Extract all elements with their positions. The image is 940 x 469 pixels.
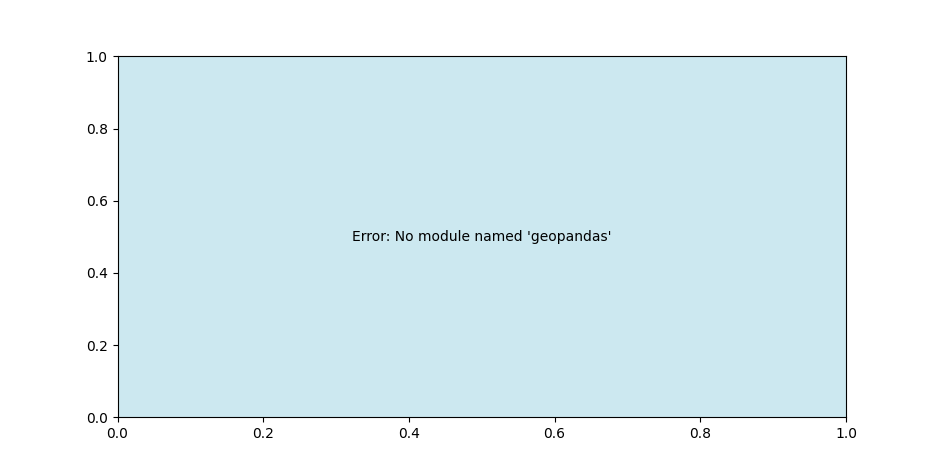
Text: Error: No module named 'geopandas': Error: No module named 'geopandas' xyxy=(352,230,612,244)
